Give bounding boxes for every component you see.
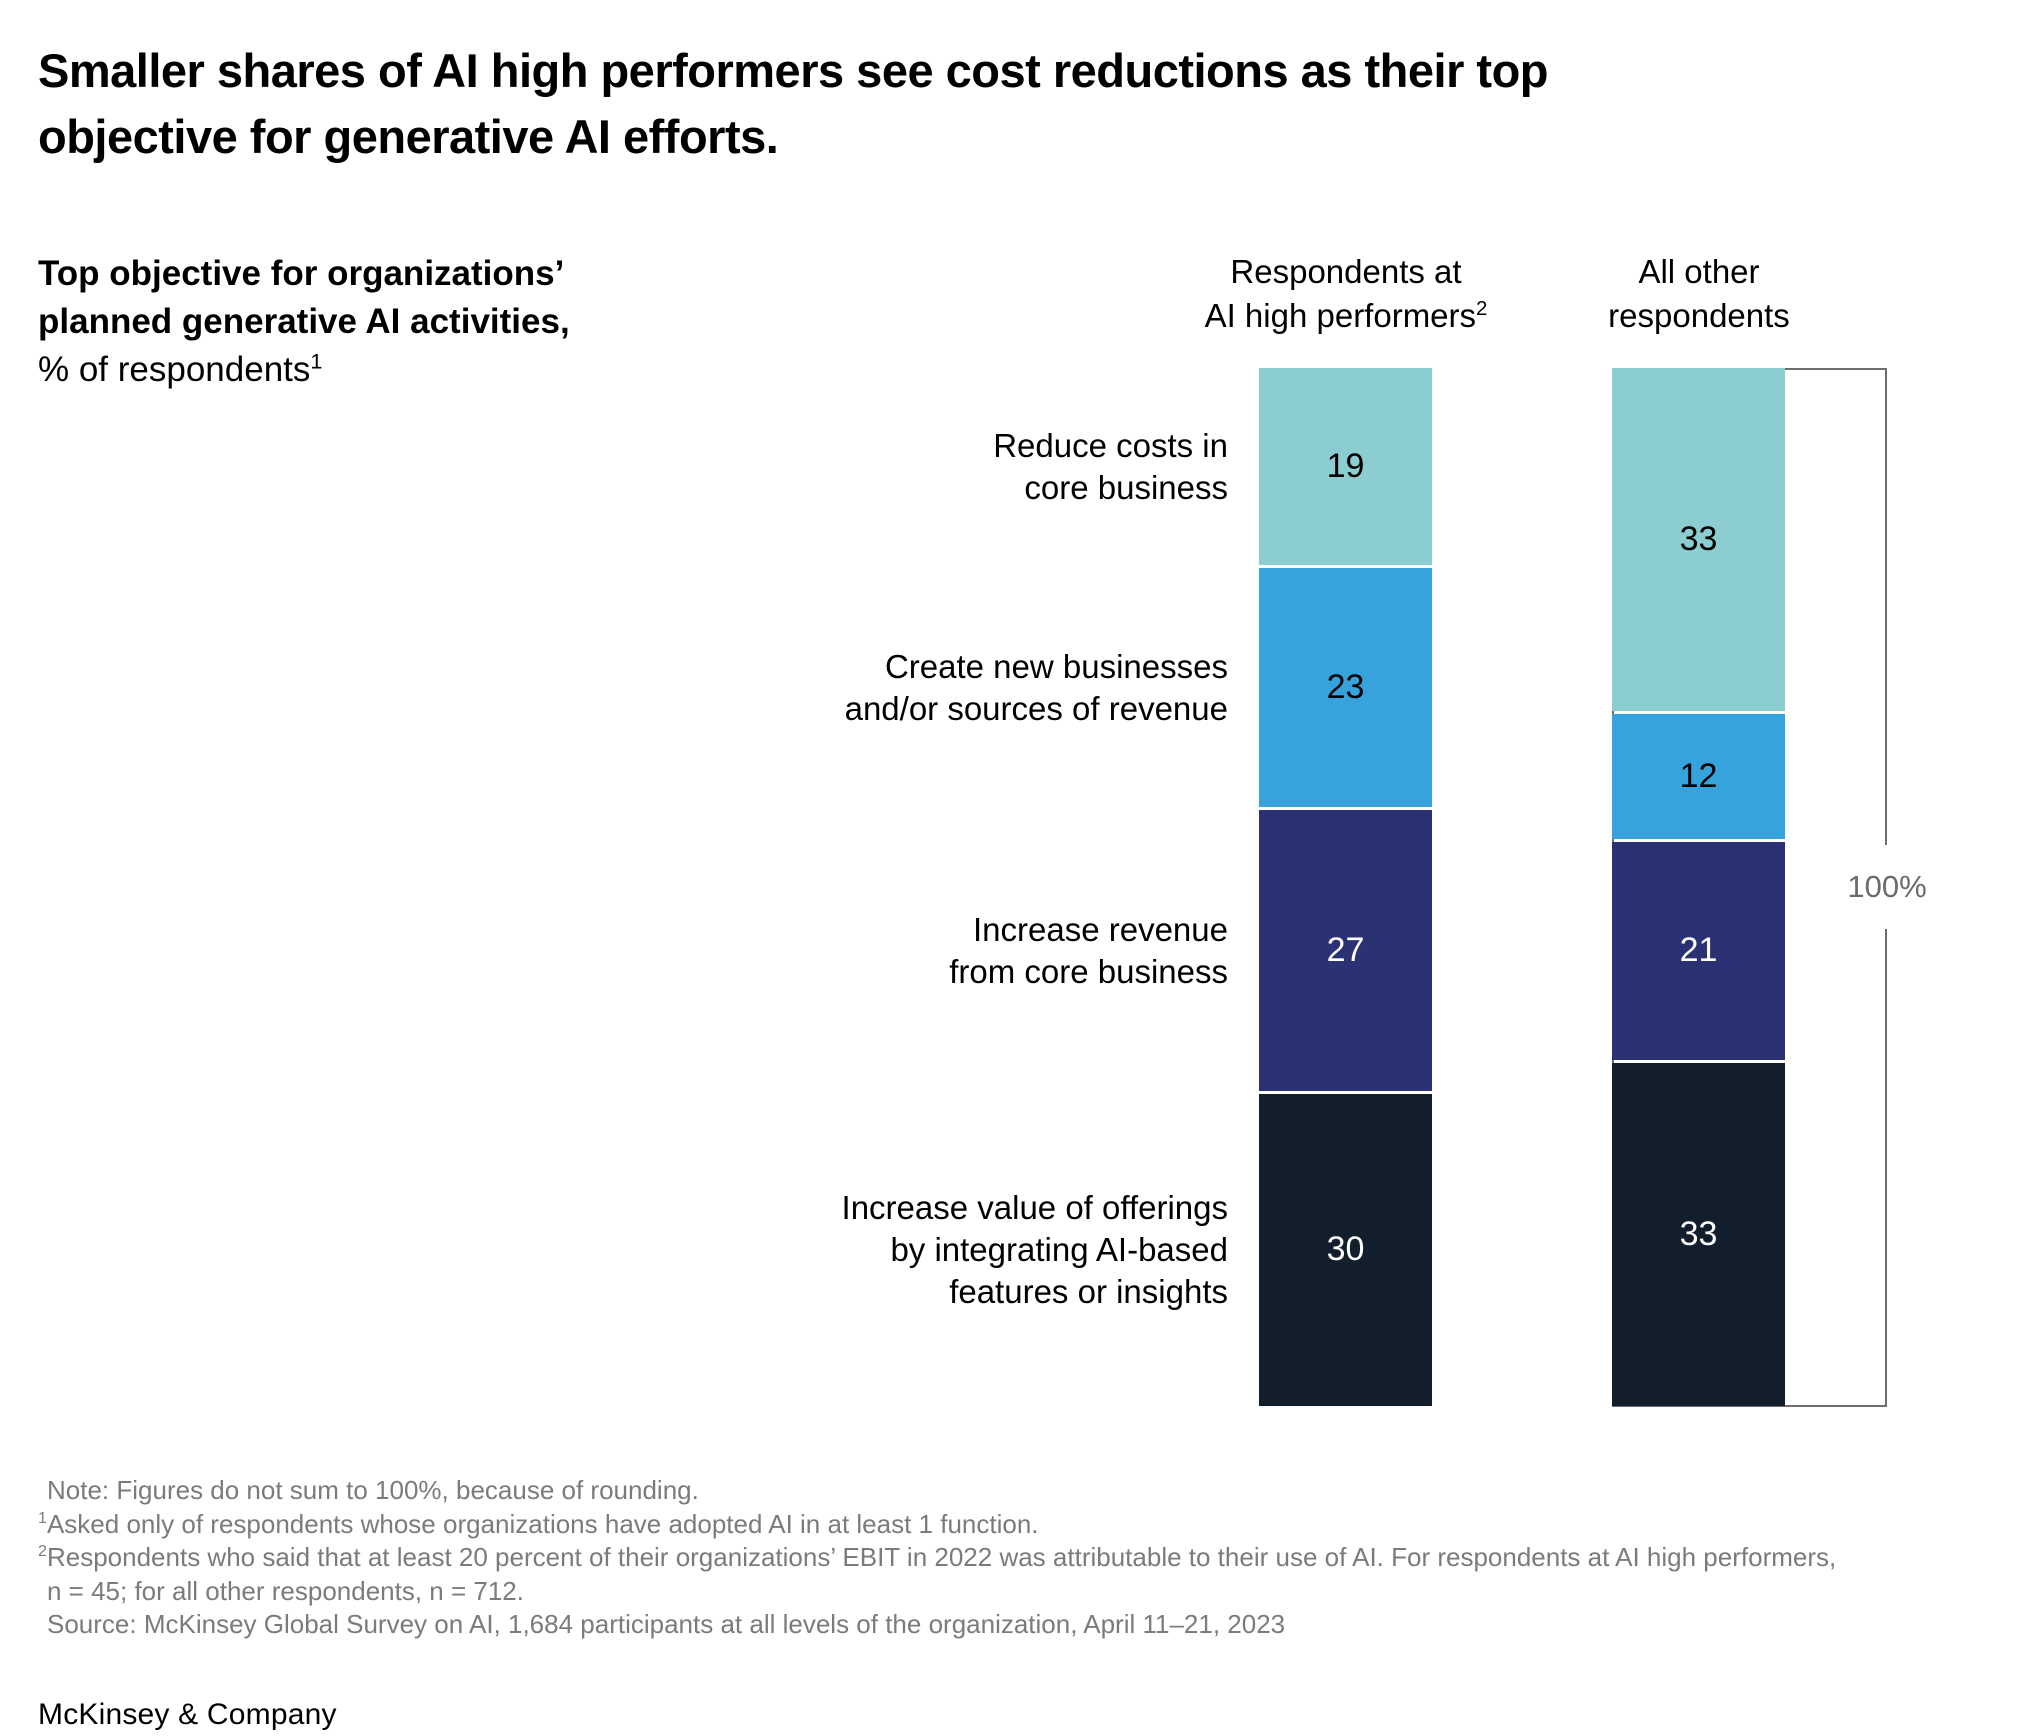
footnote-line: 2Respondents who said that at least 20 p… xyxy=(38,1541,1978,1575)
category-label-line: Increase revenue xyxy=(973,910,1228,948)
exhibit-title-line-1: Smaller shares of AI high performers see… xyxy=(38,44,1548,97)
footnote-line: Source: McKinsey Global Survey on AI, 1,… xyxy=(38,1608,1978,1642)
footnote-text: Source: McKinsey Global Survey on AI, 1,… xyxy=(47,1609,1286,1639)
exhibit-title-line-2: objective for generative AI efforts. xyxy=(38,110,779,163)
category-label-line: Reduce costs in xyxy=(993,426,1228,464)
segment-value-label: 12 xyxy=(1679,756,1718,795)
stacked-bar-ai-high-performers: 19 23 27 30 xyxy=(1259,368,1432,1406)
footnote-line: n = 45; for all other respondents, n = 7… xyxy=(38,1575,1978,1609)
subtitle-line-2: planned generative AI activities, xyxy=(38,302,570,341)
total-reference-label: 100% xyxy=(1825,845,1949,929)
footnote-text: Respondents who said that at least 20 pe… xyxy=(46,1542,1837,1572)
unit-label: % of respondents1 xyxy=(38,348,323,389)
footnotes: Note: Figures do not sum to 100%, becaus… xyxy=(38,1474,1978,1642)
category-label-line: features or insights xyxy=(949,1272,1228,1310)
column-header-line: respondents xyxy=(1608,297,1790,334)
category-label-line: Create new businesses xyxy=(884,647,1228,685)
footnote-marker: 2 xyxy=(38,1542,47,1561)
footnote-marker-2: 2 xyxy=(1476,297,1488,320)
column-header-ai-high-performers: Respondents at AI high performers2 xyxy=(1136,250,1556,338)
column-header-line: All other xyxy=(1638,253,1760,290)
category-label: Increase revenue from core business xyxy=(728,909,1228,993)
footnote-line: Note: Figures do not sum to 100%, becaus… xyxy=(38,1474,1978,1508)
category-label-line: Increase value of offerings xyxy=(841,1188,1228,1226)
bar-segment: 33 xyxy=(1612,1062,1785,1406)
bar-segment: 27 xyxy=(1259,810,1432,1091)
subtitle-line-1: Top objective for organizations’ xyxy=(38,254,565,293)
column-header-line: AI high performers2 xyxy=(1204,297,1488,334)
footnote-marker: 1 xyxy=(38,1508,47,1527)
footnote-line: 1Asked only of respondents whose organiz… xyxy=(38,1508,1978,1542)
company-wordmark: McKinsey & Company xyxy=(38,1698,337,1731)
segment-value-label: 33 xyxy=(1679,1214,1718,1253)
column-header-all-other: All other respondents xyxy=(1489,250,1909,338)
category-label-line: from core business xyxy=(949,952,1228,990)
category-label: Increase value of offerings by integratin… xyxy=(728,1187,1228,1313)
category-label-line: by integrating AI-based xyxy=(890,1230,1228,1268)
chart-subtitle: Top objective for organizations’ planned… xyxy=(38,250,718,394)
segment-value-label: 33 xyxy=(1679,519,1718,558)
category-label: Create new businesses and/or sources of r… xyxy=(728,646,1228,730)
bar-segment: 21 xyxy=(1612,841,1785,1060)
category-label-line: and/or sources of revenue xyxy=(844,689,1228,727)
footnote-text: Note: Figures do not sum to 100%, becaus… xyxy=(47,1475,699,1505)
bar-segment: 19 xyxy=(1259,368,1432,566)
column-header-line: Respondents at xyxy=(1230,253,1462,290)
segment-value-label: 19 xyxy=(1326,447,1365,486)
bar-segment: 12 xyxy=(1612,713,1785,839)
footnote-text: Asked only of respondents whose organiza… xyxy=(46,1508,1039,1539)
footnote-marker-1: 1 xyxy=(310,348,323,374)
category-label-line: core business xyxy=(1024,468,1228,506)
bar-segment: 23 xyxy=(1259,568,1432,808)
stacked-bar-all-other-respondents: 33 12 21 33 xyxy=(1612,368,1785,1406)
footnote-text: n = 45; for all other respondents, n = 7… xyxy=(47,1575,524,1606)
exhibit-title: Smaller shares of AI high performers see… xyxy=(38,38,1968,170)
bar-segment: 30 xyxy=(1259,1093,1432,1406)
bar-segment: 33 xyxy=(1612,368,1785,711)
segment-value-label: 21 xyxy=(1679,931,1718,970)
segment-value-label: 30 xyxy=(1326,1230,1365,1269)
segment-value-label: 27 xyxy=(1326,931,1365,970)
segment-value-label: 23 xyxy=(1326,668,1365,707)
category-label: Reduce costs in core business xyxy=(728,425,1228,509)
